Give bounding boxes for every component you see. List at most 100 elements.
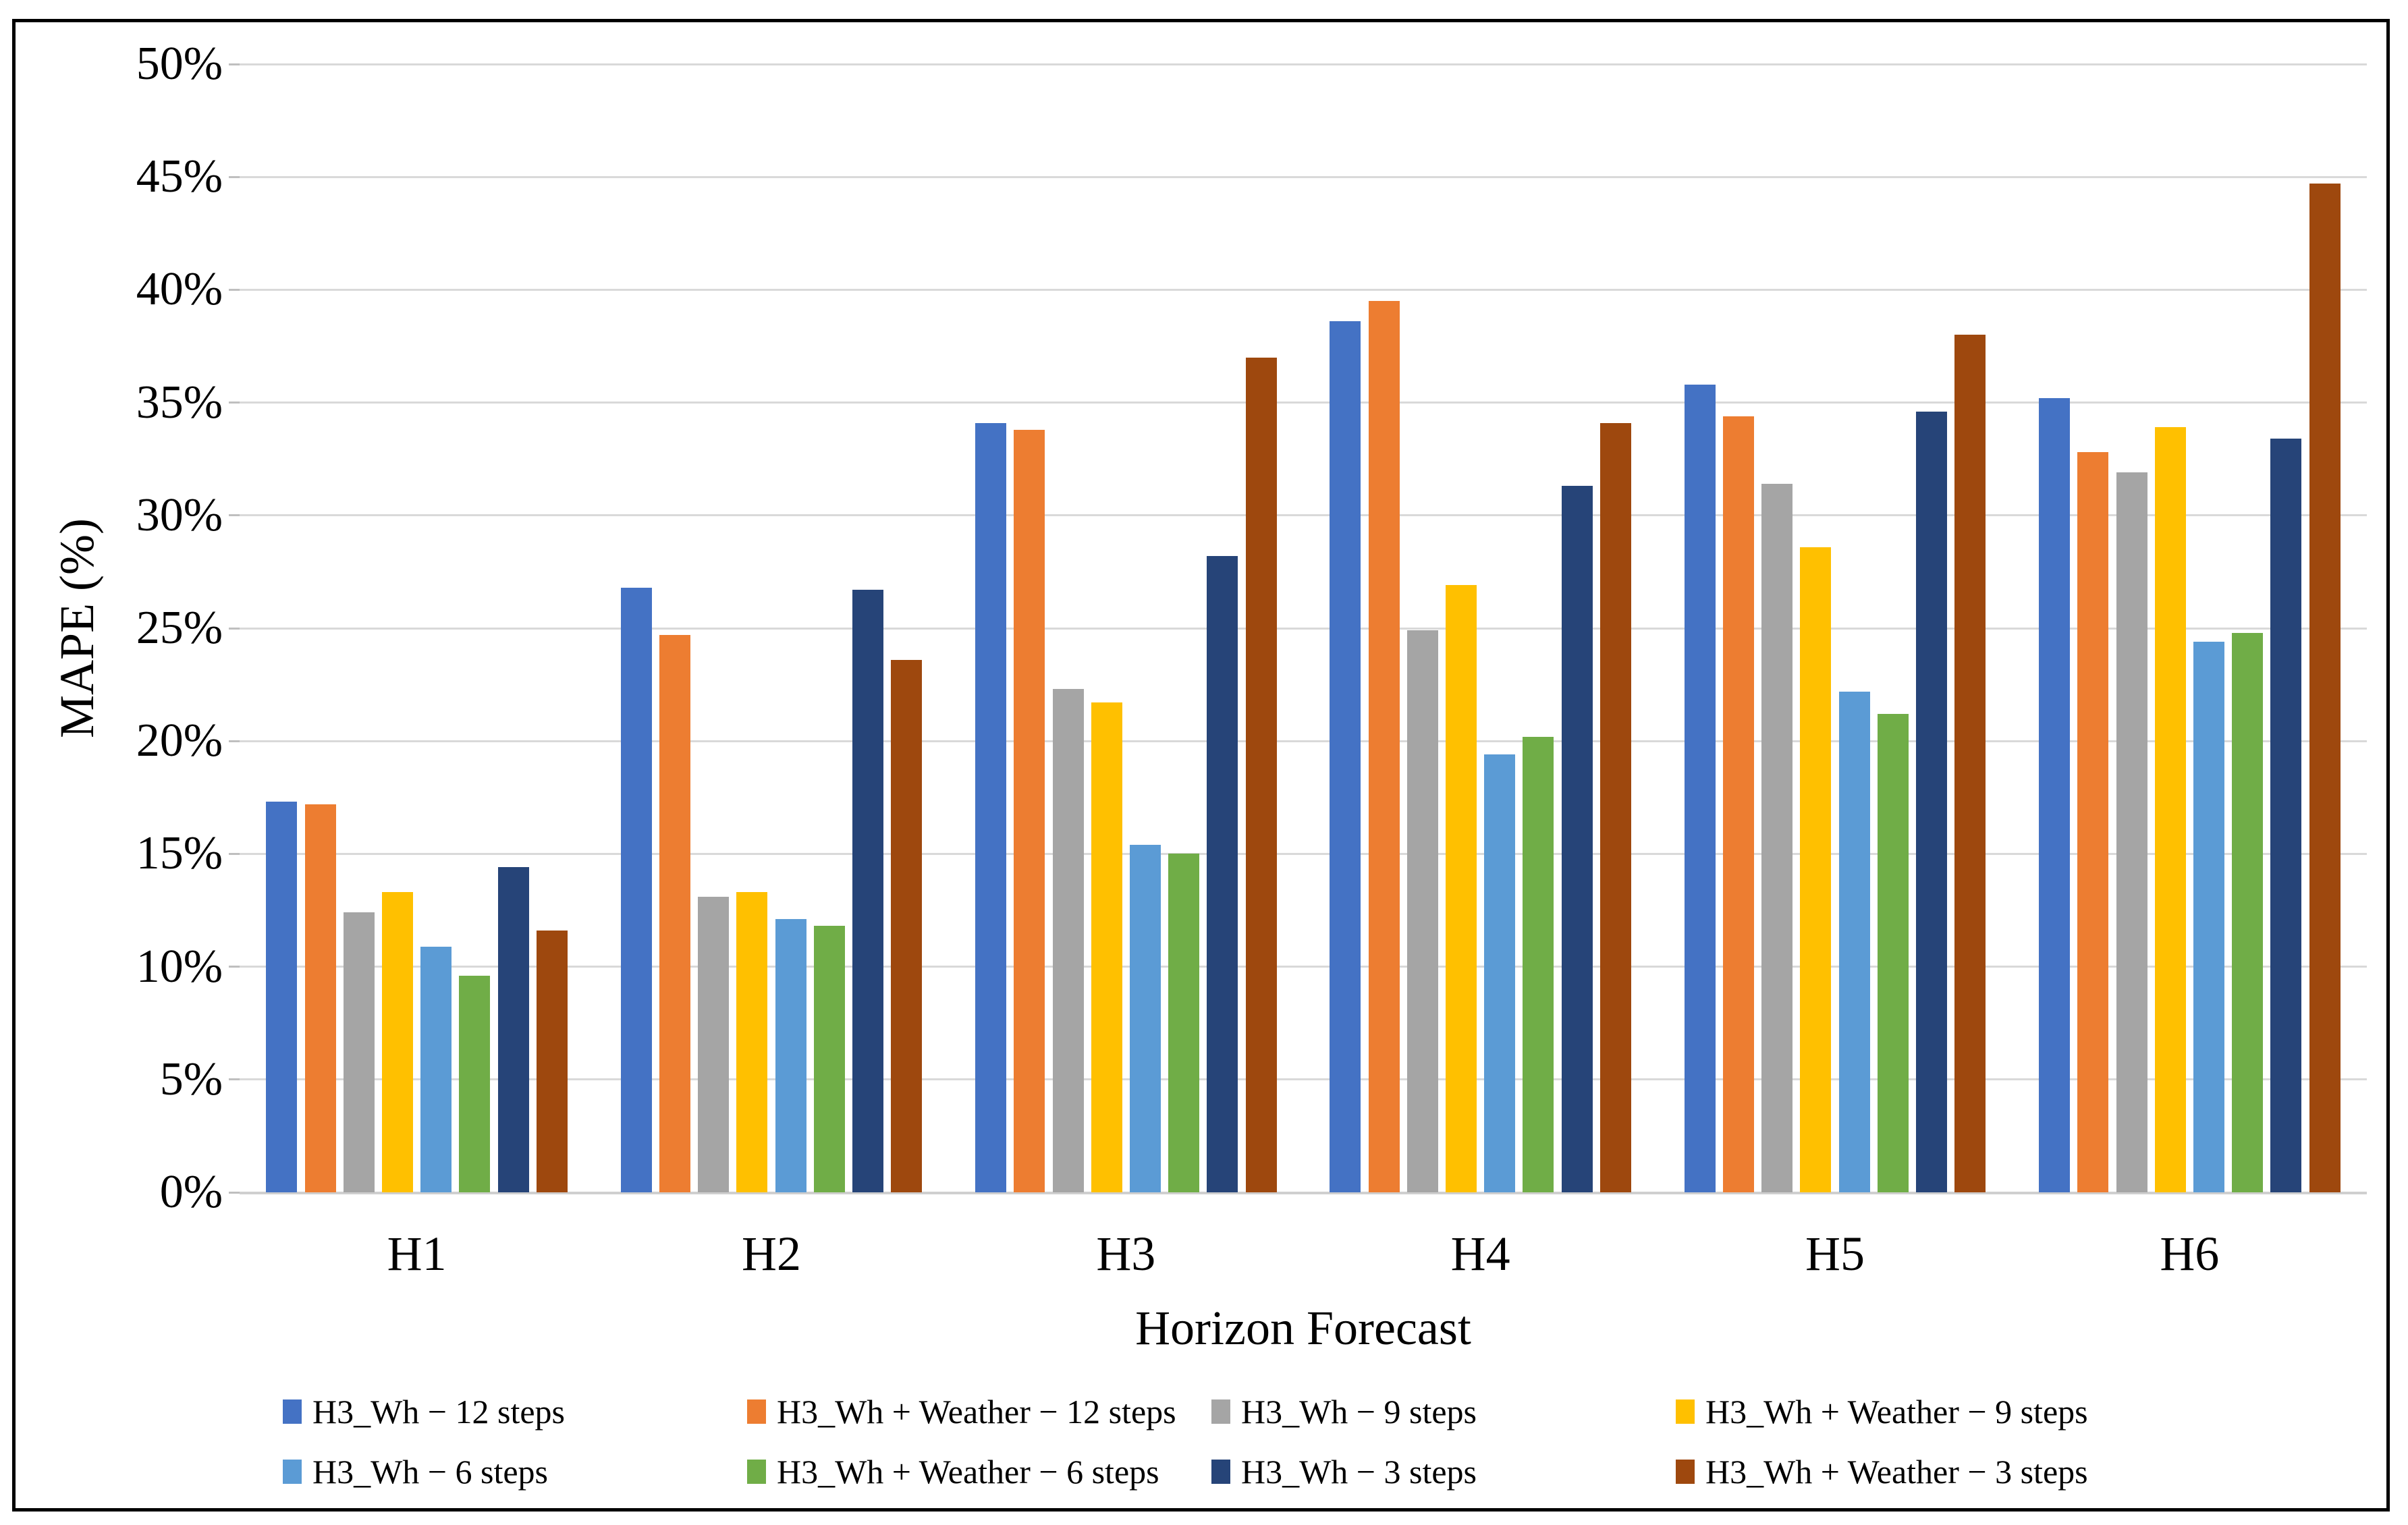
- bar-h5-series1: [1723, 416, 1754, 1192]
- bar-h5-series4: [1838, 691, 1870, 1192]
- bar-h1-series3: [382, 892, 414, 1192]
- bar-h6-series5: [2232, 632, 2264, 1192]
- gridline: [240, 1078, 2367, 1081]
- bar-h6-series6: [2270, 439, 2302, 1192]
- y-axis-tick: [229, 740, 240, 742]
- bar-h2-series6: [852, 590, 883, 1192]
- bar-h5-series0: [1684, 384, 1716, 1192]
- y-tick-label: 10%: [136, 940, 223, 993]
- legend-label: H3_Wh − 3 steps: [1241, 1453, 1477, 1491]
- y-tick-label: 5%: [159, 1053, 223, 1105]
- legend-swatch: [1676, 1399, 1695, 1424]
- bar-h5-series6: [1916, 411, 1947, 1192]
- legend-item: H3_Wh + Weather − 12 steps: [747, 1394, 1176, 1429]
- bar-h2-series4: [775, 919, 806, 1192]
- legend-swatch: [283, 1399, 302, 1424]
- bar-h3-series0: [975, 422, 1007, 1192]
- bar-h6-series2: [2116, 472, 2147, 1192]
- x-axis-line: [240, 1191, 2367, 1194]
- y-axis-tick: [229, 175, 240, 178]
- bar-h5-series3: [1800, 547, 1832, 1192]
- y-axis-tick: [229, 288, 240, 291]
- bar-h3-series3: [1091, 702, 1122, 1192]
- legend-label: H3_Wh + Weather − 9 steps: [1705, 1393, 2088, 1431]
- y-axis-tick: [229, 514, 240, 517]
- bar-h2-series7: [891, 659, 923, 1192]
- bar-h4-series3: [1446, 585, 1477, 1192]
- bar-h1-series5: [459, 975, 491, 1192]
- bar-h2-series1: [659, 635, 690, 1192]
- legend-swatch: [747, 1460, 766, 1484]
- y-axis-tick: [229, 627, 240, 630]
- bar-h3-series5: [1168, 854, 1200, 1192]
- bar-h2-series0: [620, 587, 652, 1192]
- x-category-label: H3: [1096, 1227, 1156, 1281]
- legend-swatch: [283, 1460, 302, 1484]
- bar-h6-series7: [2309, 184, 2341, 1192]
- legend-label: H3_Wh − 12 steps: [312, 1393, 565, 1431]
- bar-h3-series1: [1014, 429, 1045, 1192]
- y-tick-label: 30%: [136, 489, 223, 541]
- legend-label: H3_Wh + Weather − 3 steps: [1705, 1453, 2088, 1491]
- legend-item: H3_Wh − 12 steps: [283, 1394, 565, 1429]
- bar-h1-series0: [266, 802, 298, 1192]
- y-tick-label: 35%: [136, 376, 223, 428]
- bar-h3-series2: [1052, 689, 1084, 1192]
- bar-h5-series5: [1877, 714, 1909, 1192]
- bar-h5-series2: [1761, 483, 1793, 1192]
- legend-swatch: [747, 1399, 766, 1424]
- bar-h3-series7: [1245, 357, 1277, 1192]
- gridline: [240, 514, 2367, 517]
- bar-h6-series3: [2154, 427, 2186, 1192]
- bar-h6-series1: [2077, 452, 2109, 1192]
- bar-h3-series4: [1129, 845, 1161, 1192]
- bar-h2-series5: [813, 926, 845, 1192]
- y-axis-tick: [229, 63, 240, 65]
- x-axis-title: Horizon Forecast: [1135, 1301, 1471, 1355]
- figure-border: [12, 19, 2390, 1512]
- legend-item: H3_Wh + Weather − 9 steps: [1676, 1394, 2088, 1429]
- legend-item: H3_Wh − 9 steps: [1211, 1394, 1477, 1429]
- legend-item: H3_Wh + Weather − 6 steps: [747, 1454, 1159, 1489]
- bar-h4-series1: [1368, 301, 1400, 1192]
- y-tick-label: 50%: [136, 38, 223, 90]
- x-category-label: H5: [1805, 1227, 1865, 1281]
- legend-item: H3_Wh − 6 steps: [283, 1454, 548, 1489]
- y-axis-tick: [229, 1078, 240, 1081]
- bar-h4-series4: [1484, 754, 1516, 1192]
- y-tick-label: 45%: [136, 150, 223, 203]
- y-axis-tick: [229, 966, 240, 968]
- legend-label: H3_Wh + Weather − 12 steps: [777, 1393, 1176, 1431]
- y-tick-label: 40%: [136, 263, 223, 316]
- bar-h5-series7: [1954, 335, 1986, 1192]
- legend-label: H3_Wh − 6 steps: [312, 1453, 548, 1491]
- bar-h4-series5: [1523, 736, 1554, 1192]
- x-category-label: H6: [2160, 1227, 2220, 1281]
- bar-h6-series0: [2039, 397, 2071, 1192]
- x-category-label: H2: [741, 1227, 801, 1281]
- bar-h1-series7: [536, 931, 568, 1192]
- legend-label: H3_Wh + Weather − 6 steps: [777, 1453, 1159, 1491]
- y-tick-label: 25%: [136, 602, 223, 654]
- y-tick-label: 0%: [159, 1166, 223, 1218]
- bar-h1-series4: [420, 946, 452, 1192]
- gridline: [240, 740, 2367, 742]
- bar-h1-series1: [304, 804, 336, 1192]
- legend-item: H3_Wh + Weather − 3 steps: [1676, 1454, 2088, 1489]
- bar-h4-series2: [1406, 630, 1438, 1192]
- bar-h2-series3: [736, 892, 768, 1192]
- y-axis-tick: [229, 1191, 240, 1194]
- gridline: [240, 966, 2367, 968]
- legend-swatch: [1211, 1399, 1230, 1424]
- bar-h4-series0: [1330, 321, 1361, 1192]
- bar-h1-series6: [497, 867, 529, 1192]
- gridline: [240, 852, 2367, 855]
- gridline: [240, 288, 2367, 291]
- bar-h4-series6: [1561, 486, 1593, 1192]
- x-category-label: H1: [387, 1227, 447, 1281]
- y-tick-label: 15%: [136, 827, 223, 880]
- y-tick-label: 20%: [136, 715, 223, 767]
- gridline: [240, 401, 2367, 404]
- gridline: [240, 175, 2367, 178]
